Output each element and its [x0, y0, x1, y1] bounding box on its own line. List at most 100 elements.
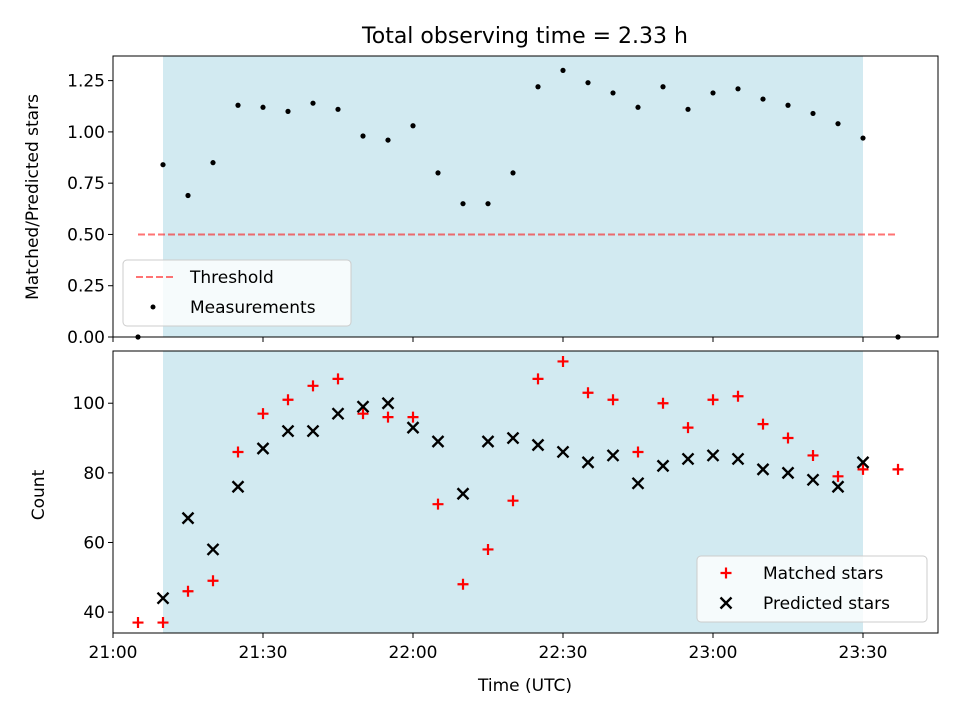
matched-star-point — [757, 418, 769, 430]
measurement-point — [285, 108, 291, 114]
predicted-star-point — [481, 435, 495, 448]
measurement-point — [660, 84, 666, 90]
matched-star-point — [582, 387, 594, 399]
legend-predicted-label: Predicted stars — [763, 594, 890, 614]
predicted-star-point — [656, 459, 670, 473]
legend-threshold-label: Threshold — [189, 268, 274, 288]
matched-star-point — [807, 449, 819, 461]
bottom-x-tick-label: 22:00 — [389, 643, 438, 663]
measurement-point — [435, 170, 441, 176]
bottom-panel: 40 60 80 100 21:00 21:30 22:00 22:30 23:00 23:30… — [29, 350, 939, 696]
bottom-y-axis-label: Count — [29, 469, 49, 520]
bottom-legend-box — [696, 555, 928, 623]
predicted-star-point — [306, 424, 320, 438]
matched-star-point — [832, 470, 844, 482]
measurement-point — [535, 84, 541, 90]
predicted-star-point — [856, 456, 870, 469]
predicted-star-point — [831, 480, 845, 494]
bottom-x-axis: 21:00 21:30 22:00 22:30 23:00 23:30 — [89, 633, 888, 663]
bottom-y-tick-label: 80 — [83, 464, 105, 484]
matched-star-point — [382, 411, 394, 423]
measurement-point — [735, 86, 741, 92]
matched-star-point — [432, 498, 444, 510]
predicted-star-point — [756, 463, 770, 476]
top-y-axis: 0.00 0.25 0.50 0.75 1.00 1.25 — [67, 72, 113, 348]
predicted-star-point — [431, 435, 445, 448]
top-y-tick-label: 0.25 — [67, 277, 105, 297]
predicted-star-point — [281, 424, 295, 438]
predicted-star-point — [356, 400, 370, 414]
measurement-point — [760, 96, 766, 102]
predicted-star-point — [206, 543, 220, 556]
matched-star-point — [307, 380, 319, 392]
predicted-star-point — [456, 487, 470, 501]
bottom-y-tick-label: 100 — [73, 394, 105, 414]
predicted-star-point — [181, 511, 195, 525]
bottom-legend: Matched stars Predicted stars — [696, 555, 928, 623]
legend-predicted-swatch — [719, 596, 733, 610]
matched-star-point — [857, 463, 869, 475]
matched-star-point — [282, 394, 294, 406]
measurement-point — [810, 110, 816, 117]
measurement-point — [360, 133, 366, 139]
measurement-point — [485, 201, 491, 207]
bottom-x-tick-label: 23:30 — [839, 643, 888, 663]
matched-star-point — [407, 411, 419, 423]
predicted-star-point — [156, 591, 170, 605]
bottom-plot-frame — [112, 350, 939, 634]
bottom-x-tick-label: 22:30 — [539, 643, 588, 663]
matched-star-point — [232, 446, 244, 458]
matched-star-point — [457, 578, 469, 590]
top-y-tick-label: 0.50 — [67, 225, 105, 245]
matched-star-point — [132, 617, 144, 629]
measurement-point — [510, 170, 516, 176]
bottom-y-tick-label: 40 — [83, 603, 105, 623]
matched-star-point — [557, 355, 569, 367]
bottom-y-tick-label: 60 — [83, 533, 105, 553]
matched-star-point — [182, 585, 194, 597]
measurement-point — [185, 192, 191, 199]
measurement-point — [160, 162, 166, 168]
predicted-star-point — [681, 452, 695, 466]
matched-star-point — [732, 390, 744, 402]
predicted-star-point — [806, 473, 820, 487]
measurement-point — [585, 80, 591, 86]
matched-star-point — [332, 373, 344, 385]
matched-star-point — [682, 422, 694, 434]
predicted-star-point — [506, 431, 520, 445]
predicted-star-point — [781, 466, 795, 480]
matched-star-point — [782, 432, 794, 444]
predicted-star-point — [581, 456, 595, 469]
matched-star-point — [357, 408, 369, 420]
legend-measurements-swatch — [150, 304, 156, 310]
measurement-point — [710, 90, 716, 96]
matched-star-point — [657, 397, 669, 409]
predicted-star-point — [256, 442, 270, 455]
measurement-point — [610, 90, 616, 96]
bottom-x-tick-label: 21:30 — [239, 643, 288, 663]
predicted-star-point — [631, 476, 645, 490]
chart-title: Total observing time = 2.33 h — [361, 24, 688, 49]
measurement-point — [235, 102, 241, 108]
top-panel: 0.00 0.25 0.50 0.75 1.00 1.25 Matched/Predict… — [23, 55, 939, 348]
predicted-star-point — [556, 445, 570, 459]
top-y-tick-label: 0.75 — [67, 174, 105, 194]
legend-matched-marker — [720, 567, 732, 579]
top-y-axis-label: Matched/Predicted stars — [23, 94, 43, 300]
predicted-star-point — [406, 421, 420, 434]
predicted-star-point — [331, 407, 345, 421]
predicted-star-point — [706, 449, 720, 462]
matched-star-point — [632, 446, 644, 458]
matched-star-point — [507, 495, 519, 507]
matched-star-point — [532, 373, 544, 385]
measurement-point — [560, 67, 566, 73]
top-y-tick-label: 0.00 — [67, 328, 105, 348]
measurement-point — [310, 100, 316, 106]
measurement-point — [335, 106, 341, 112]
matched-star-point — [892, 463, 904, 475]
matched-star-point — [482, 543, 494, 555]
matched-star-point — [157, 617, 169, 629]
top-y-tick-label: 1.00 — [67, 123, 105, 143]
measurement-point — [785, 102, 791, 108]
